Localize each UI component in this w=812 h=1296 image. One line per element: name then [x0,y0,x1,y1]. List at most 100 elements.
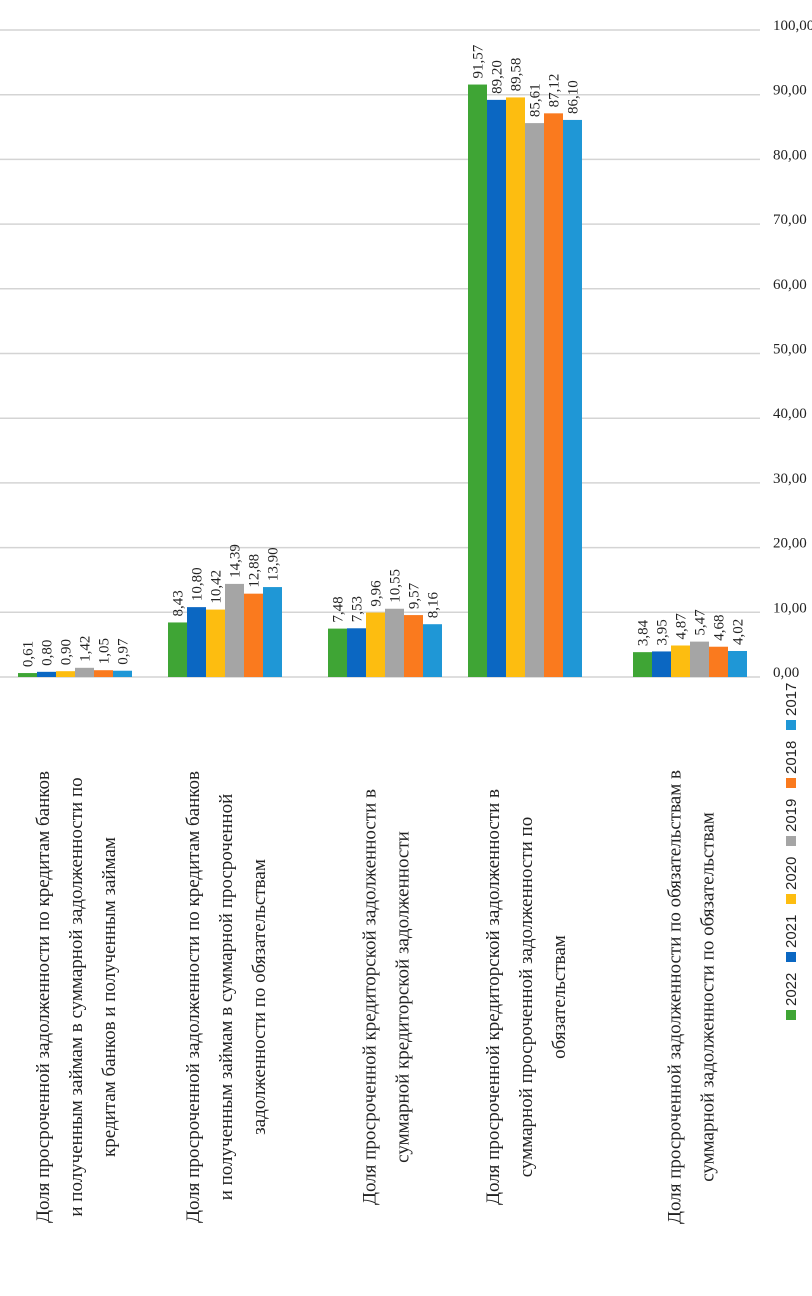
legend-swatch [786,952,796,962]
category-label: Доля просроченной задолженности по обяза… [665,770,686,1224]
data-label: 86,10 [566,80,582,114]
bar [385,608,404,677]
data-label: 85,61 [528,83,544,117]
legend-label: 2021 [783,915,800,948]
y-tick-label: 60,00 [773,277,807,293]
data-label: 9,96 [369,580,385,607]
y-tick-label: 10,00 [773,600,807,616]
data-label: 10,80 [190,567,206,601]
bar [225,583,244,677]
legend-label: 2018 [783,741,800,774]
data-label: 3,84 [636,619,652,646]
category-labels: Доля просроченной задолженности по креди… [33,770,719,1224]
bar [468,84,487,677]
legend-label: 2022 [783,973,800,1006]
bar [525,123,544,677]
bar [187,607,206,677]
bar [633,652,652,677]
data-label: 5,47 [693,609,709,636]
category-label: суммарной задолженности по обязательства… [698,812,719,1182]
y-tick-label: 70,00 [773,212,807,228]
bar [404,615,423,677]
data-label: 4,87 [674,613,690,640]
legend-swatch [786,778,796,788]
data-label: 14,39 [228,544,244,578]
legend: 2022 2021 2020 2019 2018 2017 [783,683,800,1020]
category-label: и полученным займам в суммарной задолжен… [66,777,87,1216]
data-label: 9,57 [407,582,423,609]
y-axis-ticks: 0,00 10,00 20,00 30,00 40,00 50,00 60,00 70,00 8… [773,18,812,681]
bar [563,119,582,677]
y-tick-label: 50,00 [773,342,807,358]
legend-label: 2019 [783,799,800,832]
data-label: 4,68 [712,614,728,640]
bar [709,646,728,677]
bar [37,671,56,677]
data-label: 8,16 [426,591,442,618]
y-tick-label: 20,00 [773,536,807,552]
data-label: 1,42 [78,636,94,662]
data-label: 89,20 [490,60,506,94]
category-label: суммарной просроченной задолженности по [516,817,537,1177]
data-label: 12,88 [247,554,263,588]
y-tick-label: 90,00 [773,83,807,99]
data-label: 87,12 [547,74,563,108]
category-label: Доля просроченной задолженности по креди… [33,771,54,1223]
legend-swatch [786,836,796,846]
bar [328,628,347,677]
category-label: Доля просроченной задолженности по креди… [183,771,204,1223]
bar [690,641,709,677]
bar [506,97,525,677]
bar [94,670,113,677]
category-label: суммарной кредиторской задолженности [393,831,414,1163]
bar [544,113,563,677]
bar [423,624,442,677]
legend-swatch [786,720,796,730]
data-label: 91,57 [471,44,487,78]
data-label: 0,80 [40,640,56,666]
y-tick-label: 100,00 [773,18,812,34]
bar [244,593,263,677]
bar [75,667,94,677]
bar [18,673,37,677]
bar [487,99,506,677]
data-label: 0,90 [59,639,75,665]
bar [347,628,366,677]
data-label: 0,97 [116,638,132,665]
legend-label: 2020 [783,857,800,890]
bar [671,645,690,677]
legend-swatch [786,1010,796,1020]
y-tick-label: 40,00 [773,406,807,422]
category-label: Доля просроченной кредиторской задолженн… [483,789,504,1205]
bar [263,587,282,677]
data-label: 10,55 [388,569,404,603]
bar [366,612,385,677]
category-label: и полученным займам в суммарной просроче… [216,794,237,1201]
data-label: 0,61 [21,641,37,667]
data-label: 10,42 [209,570,225,604]
data-label: 13,90 [266,547,282,581]
legend-label: 2017 [783,683,800,716]
category-label: Доля просроченной кредиторской задолженн… [360,789,381,1205]
data-label: 1,05 [97,638,113,664]
data-label: 89,58 [509,58,525,92]
y-tick-label: 80,00 [773,147,807,163]
legend-swatch [786,894,796,904]
bar [652,651,671,677]
data-label: 4,02 [731,619,747,645]
y-tick-label: 30,00 [773,471,807,487]
bar [728,650,747,677]
category-label: обязательствам [549,935,570,1059]
data-label: 3,95 [655,619,671,645]
bar [113,670,132,677]
data-label: 8,43 [171,590,187,616]
data-label: 7,48 [331,596,347,622]
gridlines [0,29,760,678]
bar [56,671,75,677]
y-tick-label: 0,00 [773,665,799,681]
category-label: кредитам банков и полученным займам [99,837,120,1157]
bar [168,622,187,677]
bars [18,84,747,677]
